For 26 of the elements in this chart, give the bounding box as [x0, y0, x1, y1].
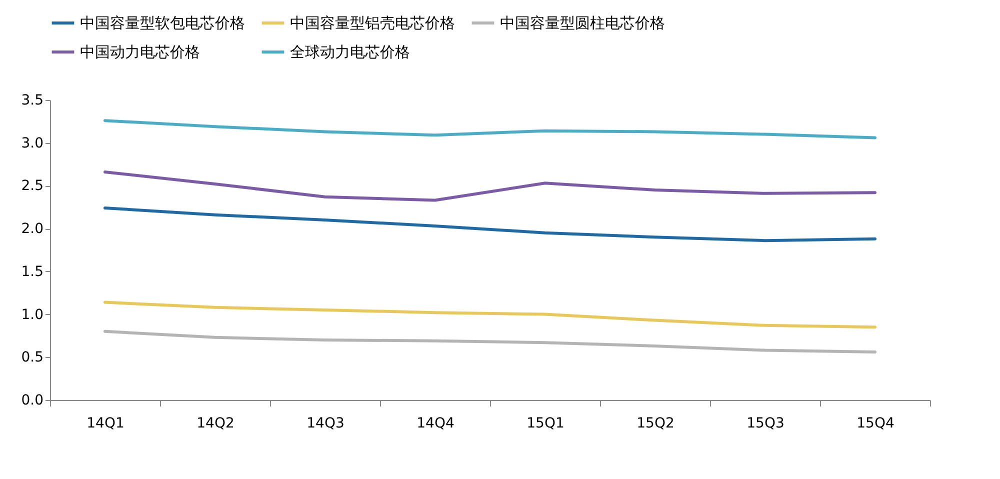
y-tick-label: 0.5 — [21, 350, 44, 366]
y-tick-label: 1.5 — [21, 264, 44, 280]
line-series — [104, 300, 876, 329]
legend-label: 中国容量型铝壳电芯价格 — [290, 14, 455, 32]
y-tick-label: 1.0 — [21, 306, 44, 323]
x-tick-label: 15Q3 — [746, 416, 784, 432]
line-series — [104, 330, 876, 354]
legend-label: 中国动力电芯价格 — [80, 43, 200, 61]
x-tick-label: 14Q4 — [416, 416, 454, 432]
x-tick-label: 14Q1 — [86, 416, 124, 432]
line-series — [104, 170, 876, 202]
y-tick-label: 3.5 — [21, 92, 44, 108]
x-tick-label: 15Q1 — [526, 416, 564, 432]
legend-label: 全球动力电芯价格 — [290, 43, 410, 61]
legend-label: 中国容量型圆柱电芯价格 — [500, 14, 665, 32]
line-series — [104, 119, 876, 140]
line-series — [104, 206, 876, 242]
y-tick-label: 0.0 — [21, 392, 44, 408]
x-tick-label: 14Q3 — [306, 416, 344, 432]
y-tick-label: 2.5 — [21, 178, 44, 194]
y-tick-label: 3.0 — [21, 135, 44, 152]
x-tick-label: 14Q2 — [196, 416, 234, 432]
x-tick-label: 15Q2 — [636, 416, 674, 432]
y-tick-label: 2.0 — [21, 221, 44, 238]
legend-label: 中国容量型软包电芯价格 — [80, 14, 245, 32]
x-tick-label: 15Q4 — [856, 416, 894, 432]
